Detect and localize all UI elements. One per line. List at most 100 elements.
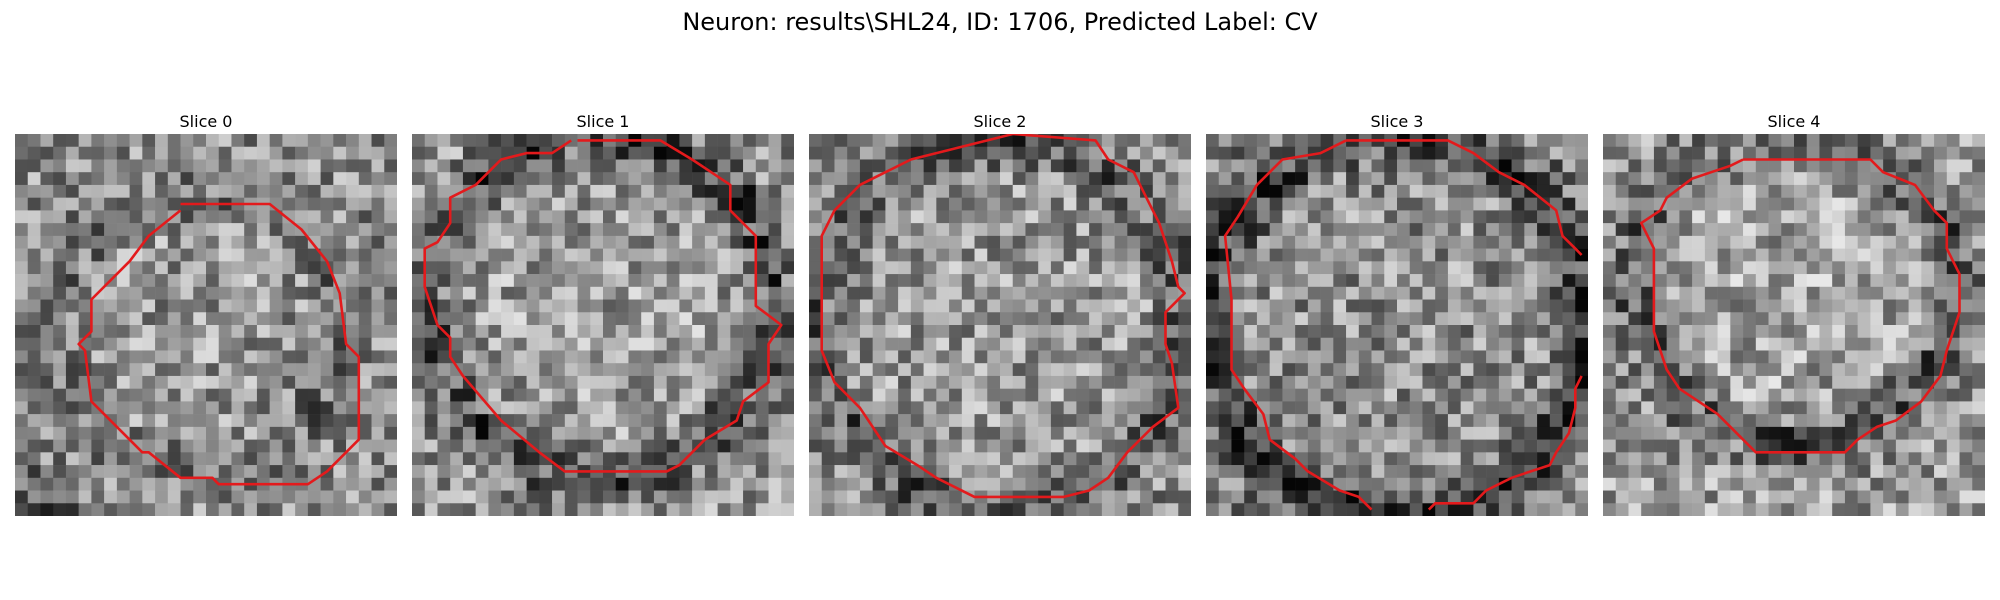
pixel-cell (1050, 197, 1064, 211)
pixel-cell (1152, 388, 1166, 402)
pixel-cell (692, 210, 706, 224)
pixel-cell (1371, 286, 1385, 300)
pixel-cell (809, 248, 823, 262)
pixel-cell (641, 503, 655, 516)
pixel-cell (949, 134, 963, 148)
pixel-cell (872, 235, 886, 249)
pixel-cell (1269, 350, 1283, 364)
pixel-cell (1384, 172, 1398, 186)
pixel-cell (1282, 465, 1296, 479)
pixel-cell (1679, 350, 1693, 364)
pixel-cell (1050, 477, 1064, 491)
pixel-cell (1972, 401, 1985, 415)
pixel-cell (1511, 477, 1525, 491)
pixel-cell (717, 325, 731, 339)
pixel-cell (180, 375, 194, 389)
pixel-cell (590, 401, 604, 415)
pixel-cell (462, 235, 476, 249)
pixel-cell (1537, 299, 1551, 313)
pixel-cell (847, 299, 861, 313)
pixel-cell (1615, 465, 1629, 479)
pixel-cell (834, 134, 848, 148)
pixel-cell (1908, 503, 1922, 516)
pixel-cell (129, 261, 143, 275)
pixel-cell (872, 465, 886, 479)
pixel-cell (231, 465, 245, 479)
pixel-cell (282, 172, 296, 186)
pixel-cell (910, 375, 924, 389)
pixel-cell (1038, 337, 1052, 351)
pixel-cell (1244, 325, 1258, 339)
pixel-cell (1346, 235, 1360, 249)
pixel-cell (1511, 159, 1525, 173)
pixel-cell (1409, 146, 1423, 160)
pixel-cell (1857, 401, 1871, 415)
pixel-cell (717, 401, 731, 415)
pixel-cell (1844, 465, 1858, 479)
pixel-cell (180, 184, 194, 198)
pixel-cell (129, 375, 143, 389)
pixel-cell (1755, 477, 1769, 491)
pixel-cell (987, 401, 1001, 415)
pixel-cell (1498, 299, 1512, 313)
pixel-cell (1511, 426, 1525, 440)
pixel-cell (424, 197, 438, 211)
pixel-cell (424, 159, 438, 173)
pixel-cell (666, 490, 680, 504)
pixel-cell (1038, 426, 1052, 440)
pixel-cell (1870, 261, 1884, 275)
pixel-cell (1127, 146, 1141, 160)
pixel-cell (1883, 490, 1897, 504)
pixel-cell (653, 146, 667, 160)
pixel-cell (346, 363, 360, 377)
pixel-cell (1012, 235, 1026, 249)
pixel-cell (450, 388, 464, 402)
pixel-cell (1832, 414, 1846, 428)
pixel-cell (1127, 426, 1141, 440)
pixel-cell (1730, 503, 1744, 516)
pixel-cell (1127, 375, 1141, 389)
pixel-cell (1562, 146, 1576, 160)
pixel-cell (898, 261, 912, 275)
pixel-cell (1806, 184, 1820, 198)
pixel-cell (1921, 312, 1935, 326)
pixel-cell (1946, 159, 1960, 173)
pixel-cell (488, 210, 502, 224)
pixel-cell (244, 337, 258, 351)
pixel-cell (577, 439, 591, 453)
pixel-cell (501, 274, 515, 288)
pixel-cell (65, 414, 79, 428)
pixel-cell (1473, 299, 1487, 313)
pixel-cell (1231, 134, 1245, 148)
pixel-cell (78, 299, 92, 313)
pixel-cell (730, 388, 744, 402)
figure-title: Neuron: results\SHL24, ID: 1706, Predict… (682, 8, 1318, 36)
pixel-cell (768, 452, 782, 466)
pixel-cell (1819, 401, 1833, 415)
pixel-cell (755, 337, 769, 351)
pixel-cell (1806, 490, 1820, 504)
pixel-cell (1794, 235, 1808, 249)
pixel-cell (142, 325, 156, 339)
pixel-cell (1038, 146, 1052, 160)
pixel-cell (1127, 503, 1141, 516)
pixel-cell (949, 261, 963, 275)
pixel-cell (603, 146, 617, 160)
pixel-cell (282, 350, 296, 364)
pixel-cell (1422, 286, 1436, 300)
pixel-cell (1460, 477, 1474, 491)
pixel-cell (603, 159, 617, 173)
pixel-cell (1692, 452, 1706, 466)
pixel-cell (180, 503, 194, 516)
pixel-cell (104, 159, 118, 173)
pixel-cell (384, 146, 397, 160)
pixel-cell (424, 184, 438, 198)
pixel-cell (1883, 248, 1897, 262)
pixel-cell (590, 286, 604, 300)
pixel-cell (282, 134, 296, 148)
pixel-cell (269, 363, 283, 377)
pixel-cell (1730, 439, 1744, 453)
pixel-cell (1908, 452, 1922, 466)
pixel-cell (1946, 274, 1960, 288)
pixel-cell (885, 134, 899, 148)
